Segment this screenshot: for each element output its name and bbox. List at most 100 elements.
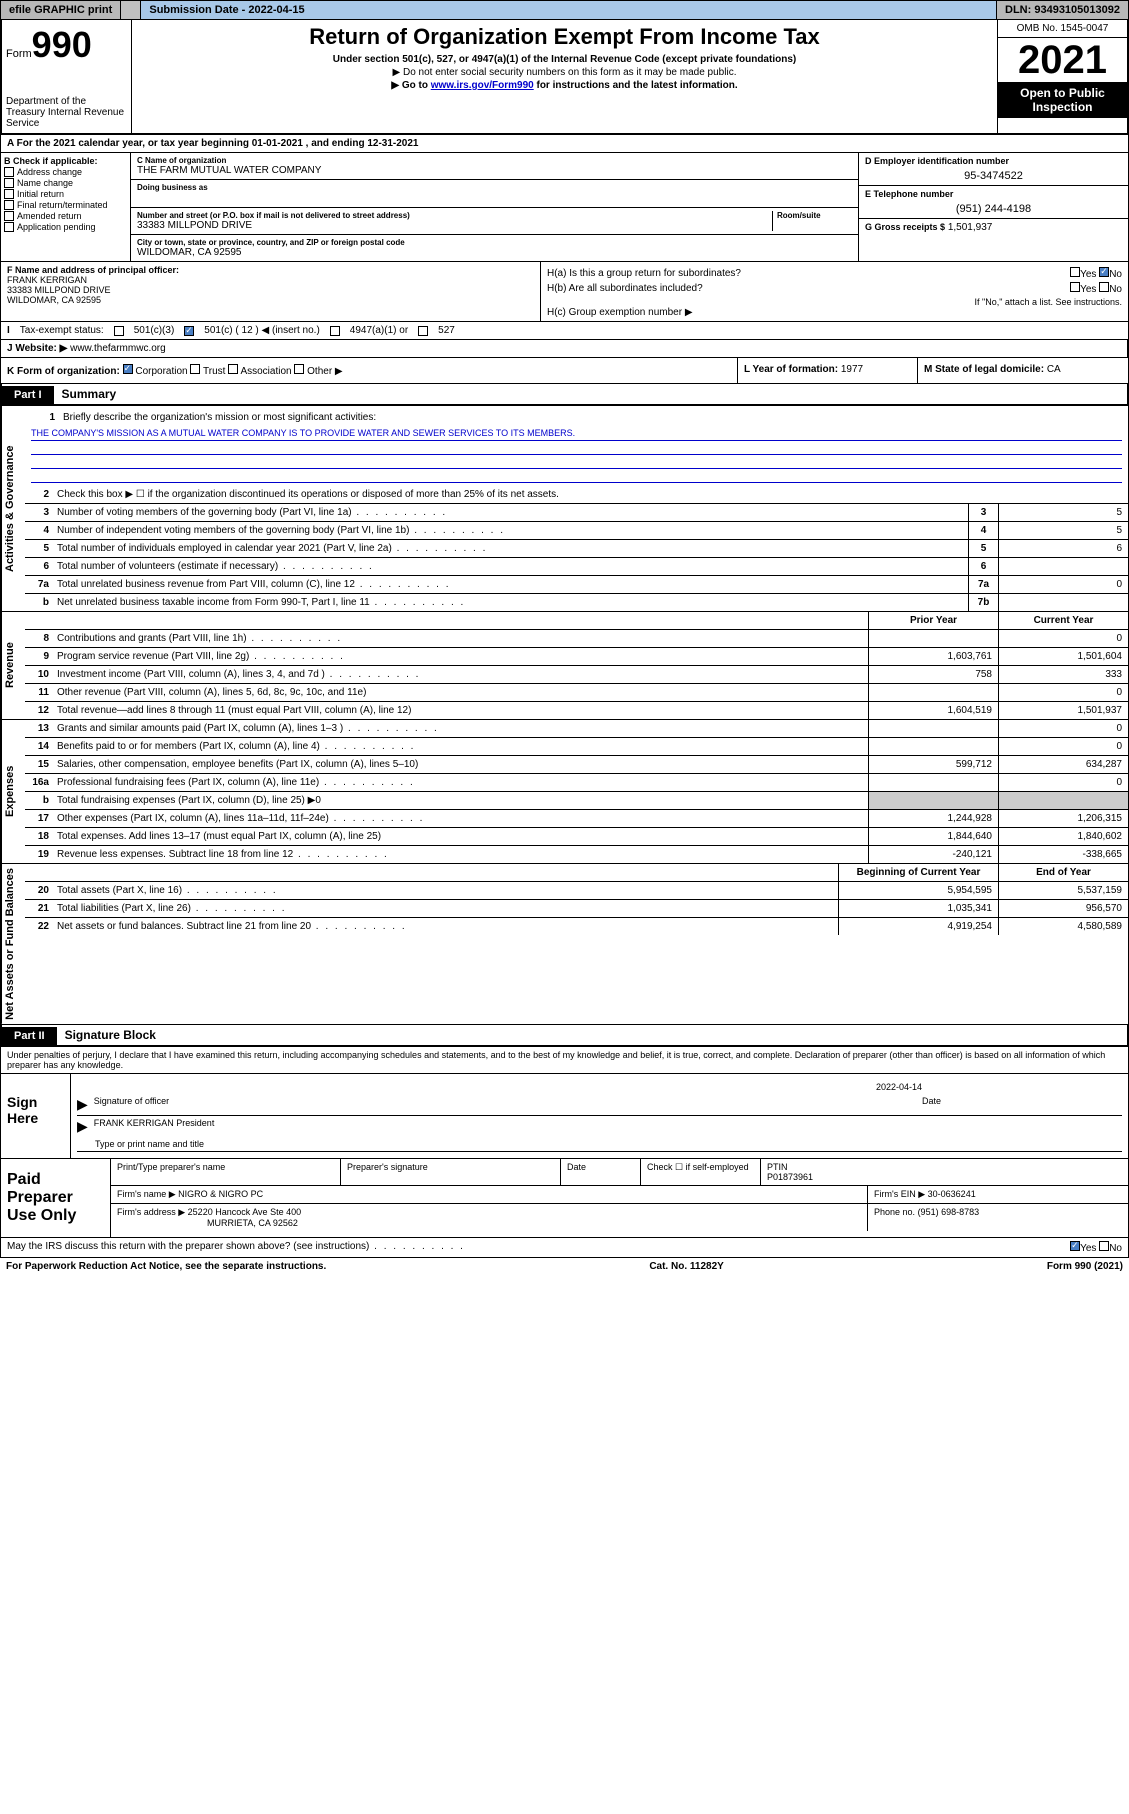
row-f-h: F Name and address of principal officer:… bbox=[0, 262, 1129, 322]
hdr-end: End of Year bbox=[998, 864, 1128, 881]
form-footer: Form 990 (2021) bbox=[1047, 1261, 1123, 1272]
line-4-val: 5 bbox=[998, 522, 1128, 539]
street-address: 33383 MILLPOND DRIVE bbox=[137, 220, 772, 231]
tab-net-assets: Net Assets or Fund Balances bbox=[1, 864, 25, 1024]
section-b-c-d: B Check if applicable: Address change Na… bbox=[0, 153, 1129, 262]
i-label: Tax-exempt status: bbox=[20, 325, 104, 336]
cb-trust[interactable] bbox=[190, 364, 200, 374]
prep-date-label: Date bbox=[561, 1159, 641, 1185]
line-16b: Total fundraising expenses (Part IX, col… bbox=[53, 792, 868, 809]
paid-preparer-block: Paid Preparer Use Only Print/Type prepar… bbox=[0, 1159, 1129, 1238]
line-13: Grants and similar amounts paid (Part IX… bbox=[53, 720, 868, 737]
firm-phone: (951) 698-8783 bbox=[918, 1207, 980, 1217]
name-title-label: Type or print name and title bbox=[95, 1139, 204, 1149]
city-label: City or town, state or province, country… bbox=[137, 238, 852, 247]
cb-corp[interactable] bbox=[123, 364, 133, 374]
tax-period: A For the 2021 calendar year, or tax yea… bbox=[0, 135, 1129, 153]
row-i: I Tax-exempt status: 501(c)(3) 501(c) ( … bbox=[0, 322, 1129, 340]
cb-other[interactable] bbox=[294, 364, 304, 374]
form-subtitle: Under section 501(c), 527, or 4947(a)(1)… bbox=[142, 54, 987, 65]
line-5-val: 6 bbox=[998, 540, 1128, 557]
cb-501c[interactable] bbox=[184, 326, 194, 336]
footer: For Paperwork Reduction Act Notice, see … bbox=[0, 1258, 1129, 1275]
line-6-text: Total number of volunteers (estimate if … bbox=[53, 558, 968, 575]
sign-here-label: Sign Here bbox=[1, 1074, 71, 1158]
form-title: Return of Organization Exempt From Incom… bbox=[142, 24, 987, 50]
officer-name-title: FRANK KERRIGAN President bbox=[94, 1118, 215, 1135]
mission-label: Briefly describe the organization's miss… bbox=[59, 409, 1122, 426]
hb-label: H(b) Are all subordinates included? bbox=[547, 283, 703, 294]
firm-addr2: MURRIETA, CA 92562 bbox=[207, 1218, 298, 1228]
omb-number: OMB No. 1545-0047 bbox=[998, 20, 1127, 38]
room-label: Room/suite bbox=[777, 211, 852, 220]
form-number: Form990 bbox=[6, 24, 127, 66]
website-url: www.thefarmmwc.org bbox=[70, 343, 166, 354]
tab-revenue: Revenue bbox=[1, 612, 25, 719]
line-7a-val: 0 bbox=[998, 576, 1128, 593]
cb-amended[interactable]: Amended return bbox=[4, 211, 127, 221]
cat-number: Cat. No. 11282Y bbox=[649, 1261, 723, 1272]
gross-label: G Gross receipts $ bbox=[865, 222, 945, 232]
discuss-row: May the IRS discuss this return with the… bbox=[0, 1238, 1129, 1258]
hc-label: H(c) Group exemption number ▶ bbox=[547, 307, 1122, 318]
hb-no[interactable] bbox=[1099, 282, 1109, 292]
hdr-prior: Prior Year bbox=[868, 612, 998, 629]
sign-date: 2022-04-14 bbox=[876, 1082, 922, 1092]
prep-sig-label: Preparer's signature bbox=[341, 1159, 561, 1185]
ein-label: D Employer identification number bbox=[865, 156, 1122, 166]
line-6-val bbox=[998, 558, 1128, 575]
cb-initial-return[interactable]: Initial return bbox=[4, 189, 127, 199]
city-state-zip: WILDOMAR, CA 92595 bbox=[137, 247, 852, 258]
cb-501c3[interactable] bbox=[114, 326, 124, 336]
dept-treasury: Department of the Treasury Internal Reve… bbox=[6, 96, 127, 129]
state-domicile: CA bbox=[1047, 364, 1061, 375]
prep-name-label: Print/Type preparer's name bbox=[111, 1159, 341, 1185]
top-bar: efile GRAPHIC print Submission Date - 20… bbox=[0, 0, 1129, 20]
tab-governance: Activities & Governance bbox=[1, 406, 25, 611]
line-7b-text: Net unrelated business taxable income fr… bbox=[53, 594, 968, 611]
officer-name: FRANK KERRIGAN bbox=[7, 275, 534, 285]
cb-final-return[interactable]: Final return/terminated bbox=[4, 200, 127, 210]
line-10: Investment income (Part VIII, column (A)… bbox=[53, 666, 868, 683]
ha-yes[interactable] bbox=[1070, 267, 1080, 277]
tab-expenses: Expenses bbox=[1, 720, 25, 863]
part2-header: Part IISignature Block bbox=[0, 1025, 1129, 1047]
cb-4947[interactable] bbox=[330, 326, 340, 336]
phone-label: E Telephone number bbox=[865, 189, 1122, 199]
open-public-badge: Open to Public Inspection bbox=[998, 82, 1127, 118]
ha-label: H(a) Is this a group return for subordin… bbox=[547, 268, 741, 279]
addr-label: Number and street (or P.O. box if mail i… bbox=[137, 211, 772, 220]
expenses-section: Expenses 13Grants and similar amounts pa… bbox=[0, 720, 1129, 864]
efile-button[interactable]: efile GRAPHIC print bbox=[1, 1, 121, 19]
signature-declaration: Under penalties of perjury, I declare th… bbox=[0, 1047, 1129, 1074]
line-7b-val bbox=[998, 594, 1128, 611]
ha-no[interactable] bbox=[1099, 267, 1109, 277]
line-8: Contributions and grants (Part VIII, lin… bbox=[53, 630, 868, 647]
line-16a: Professional fundraising fees (Part IX, … bbox=[53, 774, 868, 791]
gross-value: 1,501,937 bbox=[948, 222, 993, 233]
hb-yes[interactable] bbox=[1070, 282, 1080, 292]
line-4-text: Number of independent voting members of … bbox=[53, 522, 968, 539]
discuss-yes[interactable] bbox=[1070, 1241, 1080, 1251]
line-17: Other expenses (Part IX, column (A), lin… bbox=[53, 810, 868, 827]
line-15: Salaries, other compensation, employee b… bbox=[53, 756, 868, 773]
line-14: Benefits paid to or for members (Part IX… bbox=[53, 738, 868, 755]
hdr-current: Current Year bbox=[998, 612, 1128, 629]
paid-preparer-label: Paid Preparer Use Only bbox=[1, 1159, 111, 1237]
cb-application-pending[interactable]: Application pending bbox=[4, 222, 127, 232]
line-11: Other revenue (Part VIII, column (A), li… bbox=[53, 684, 868, 701]
activities-governance: Activities & Governance 1Briefly describ… bbox=[0, 406, 1129, 612]
print-button[interactable] bbox=[121, 1, 141, 19]
discuss-no[interactable] bbox=[1099, 1241, 1109, 1251]
irs-link[interactable]: www.irs.gov/Form990 bbox=[431, 80, 534, 91]
phone-value: (951) 244-4198 bbox=[865, 199, 1122, 215]
dln: DLN: 93493105013092 bbox=[997, 1, 1128, 19]
cb-assoc[interactable] bbox=[228, 364, 238, 374]
ptin-value: P01873961 bbox=[767, 1172, 1122, 1182]
cb-address-change[interactable]: Address change bbox=[4, 167, 127, 177]
line-12: Total revenue—add lines 8 through 11 (mu… bbox=[53, 702, 868, 719]
cb-527[interactable] bbox=[418, 326, 428, 336]
dba-label: Doing business as bbox=[137, 183, 852, 192]
cb-name-change[interactable]: Name change bbox=[4, 178, 127, 188]
tax-year: 2021 bbox=[998, 38, 1127, 82]
